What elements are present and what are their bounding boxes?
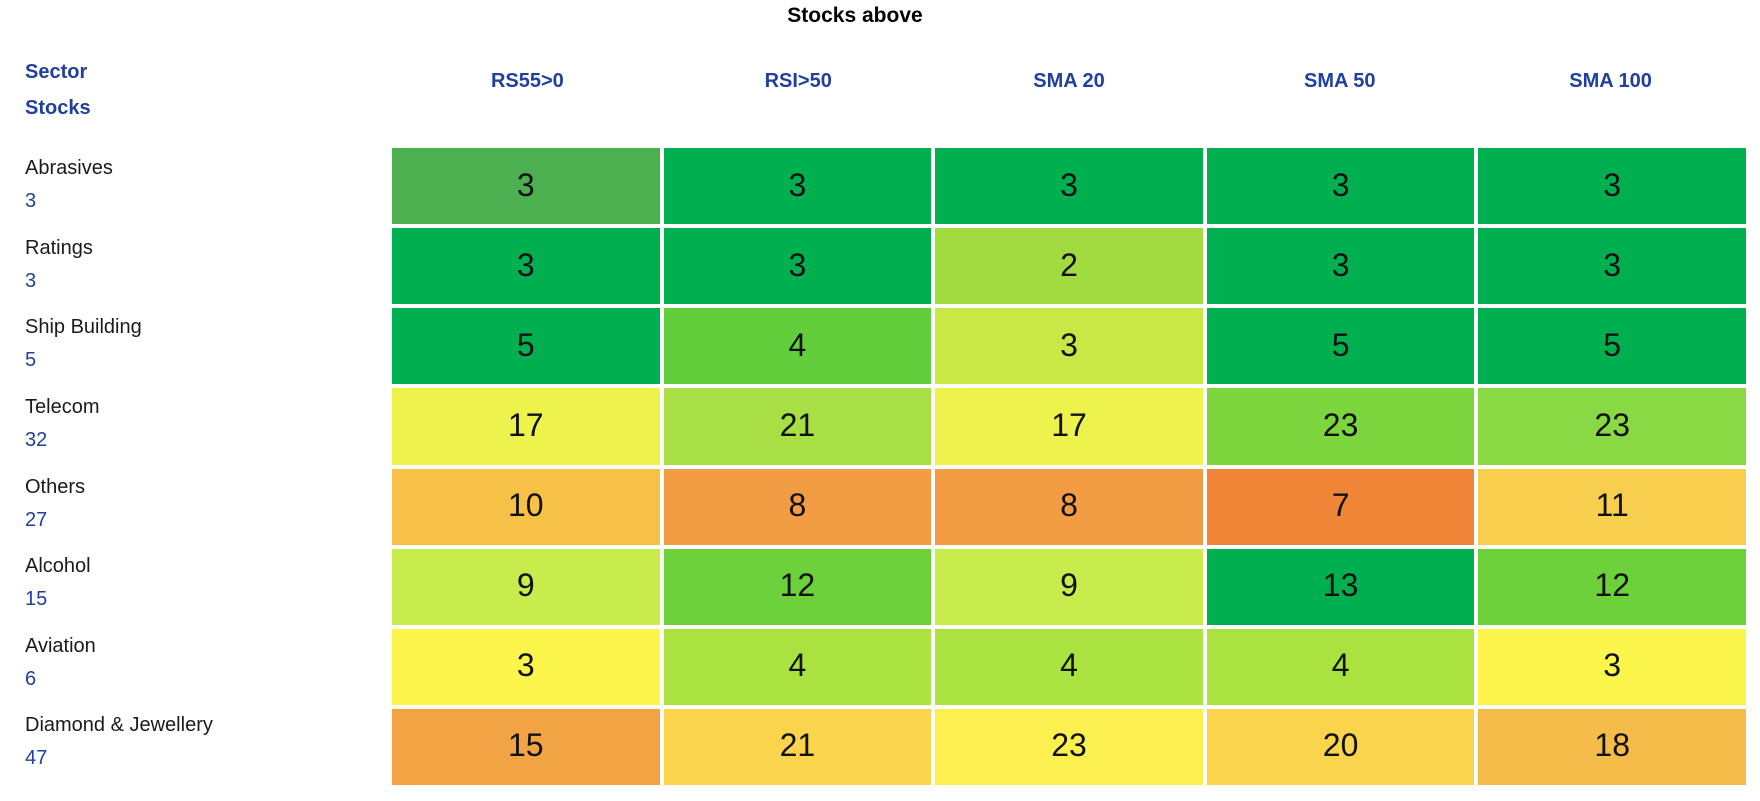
sector-stock-count: 6 bbox=[25, 667, 37, 690]
heatmap-cell[interactable]: 9 bbox=[933, 546, 1205, 627]
heatmap-cell[interactable]: 4 bbox=[661, 306, 934, 387]
heatmap-cell[interactable]: 15 bbox=[390, 706, 662, 787]
heatmap-cell[interactable]: 21 bbox=[661, 706, 934, 787]
heatmap-cell[interactable]: 5 bbox=[1476, 306, 1748, 387]
sector-stock-count: 47 bbox=[25, 747, 48, 770]
heatmap-cell[interactable]: 8 bbox=[933, 466, 1205, 547]
heatmap-cell[interactable]: 3 bbox=[1476, 226, 1748, 307]
row-label: Alcohol 15 bbox=[25, 548, 385, 628]
heatmap-cell[interactable]: 8 bbox=[661, 466, 934, 547]
sector-stock-count: 27 bbox=[25, 508, 48, 531]
page-title: Stocks above bbox=[787, 4, 923, 27]
heatmap-cell[interactable]: 4 bbox=[1204, 626, 1477, 707]
column-header-sma-100[interactable]: SMA 100 bbox=[1569, 70, 1652, 92]
sector-name: Ship Building bbox=[25, 316, 142, 339]
heatmap-cell[interactable]: 10 bbox=[390, 466, 662, 547]
heatmap-cell[interactable]: 3 bbox=[1204, 146, 1477, 227]
sector-stock-count: 5 bbox=[25, 349, 37, 372]
corner-header-stocks: Stocks bbox=[25, 97, 91, 119]
column-headers-row: RS55>0 RSI>50 SMA 20 SMA 50 SMA 100 bbox=[392, 70, 1746, 93]
heatmap-cell[interactable]: 23 bbox=[1476, 386, 1748, 467]
sector-name: Abrasives bbox=[25, 157, 113, 179]
heatmap-cell[interactable]: 3 bbox=[390, 146, 662, 227]
row-label: Others 27 bbox=[25, 469, 385, 549]
heatmap-cell[interactable]: 2 bbox=[933, 226, 1205, 307]
heatmap-cell[interactable]: 11 bbox=[1476, 466, 1748, 547]
column-header-sma-20[interactable]: SMA 20 bbox=[1033, 70, 1105, 92]
row-label: Diamond & Jewellery 47 bbox=[25, 707, 385, 787]
heatmap-cell[interactable]: 12 bbox=[1476, 546, 1748, 627]
sector-stock-count: 32 bbox=[25, 428, 48, 451]
heatmap-cell[interactable]: 3 bbox=[390, 226, 662, 307]
heatmap-cell[interactable]: 23 bbox=[1204, 386, 1477, 467]
heatmap-cell[interactable]: 3 bbox=[661, 226, 934, 307]
heatmap-cell[interactable]: 4 bbox=[661, 626, 934, 707]
heatmap-cell[interactable]: 3 bbox=[1476, 626, 1748, 707]
heatmap-cell[interactable]: 13 bbox=[1204, 546, 1477, 627]
row-label: Abrasives 3 bbox=[25, 150, 385, 230]
heatmap-cell[interactable]: 3 bbox=[390, 626, 662, 707]
sector-name: Aviation bbox=[25, 634, 96, 657]
heatmap-cell[interactable]: 17 bbox=[390, 386, 662, 467]
heatmap-cell[interactable]: 7 bbox=[1204, 466, 1477, 547]
sector-name: Telecom bbox=[25, 395, 100, 418]
heatmap-cell[interactable]: 5 bbox=[1204, 306, 1477, 387]
heatmap-cell[interactable]: 23 bbox=[933, 706, 1205, 787]
heatmap-cell[interactable]: 3 bbox=[661, 146, 934, 227]
heatmap-cell[interactable]: 3 bbox=[933, 306, 1205, 387]
row-label: Ship Building 5 bbox=[25, 309, 385, 389]
heatmap-cell[interactable]: 3 bbox=[1476, 146, 1748, 227]
heatmap-cell[interactable]: 3 bbox=[933, 146, 1205, 227]
corner-header-sector: Sector bbox=[25, 61, 88, 83]
row-labels-column: Abrasives 3 Ratings 3 Ship Building 5 Telecom 3… bbox=[25, 150, 385, 787]
heatmap-cell[interactable]: 9 bbox=[390, 546, 662, 627]
heatmap-cell[interactable]: 20 bbox=[1204, 706, 1477, 787]
row-label: Ratings 3 bbox=[25, 230, 385, 310]
heatmap-cell[interactable]: 12 bbox=[661, 546, 934, 627]
heatmap-cell[interactable]: 3 bbox=[1204, 226, 1477, 307]
column-header-rs55-0[interactable]: RS55>0 bbox=[490, 70, 564, 92]
sector-name: Others bbox=[25, 475, 86, 498]
heatmap-grid: 3 3 3 3 3 3 3 2 3 3 5 4 3 5 5 17 21 17 23 23 10 8 8 7 11 9 12 9 13 12… bbox=[390, 146, 1748, 787]
sector-stock-count: 3 bbox=[25, 190, 37, 212]
corner-header: Sector Stocks bbox=[25, 54, 91, 126]
column-header-rsi-50[interactable]: RSI>50 bbox=[764, 70, 832, 92]
row-label: Aviation 6 bbox=[25, 628, 385, 708]
sector-name: Alcohol bbox=[25, 555, 91, 578]
heatmap-cell[interactable]: 5 bbox=[390, 306, 662, 387]
row-label: Telecom 32 bbox=[25, 389, 385, 469]
heatmap-cell[interactable]: 18 bbox=[1476, 706, 1748, 787]
heatmap-cell[interactable]: 4 bbox=[933, 626, 1205, 707]
sector-stock-count: 3 bbox=[25, 269, 37, 292]
sector-name: Diamond & Jewellery bbox=[25, 714, 213, 737]
column-header-sma-50[interactable]: SMA 50 bbox=[1304, 70, 1376, 92]
sector-name: Ratings bbox=[25, 236, 93, 259]
heatmap-cell[interactable]: 21 bbox=[661, 386, 934, 467]
sector-stock-count: 15 bbox=[25, 588, 48, 611]
heatmap-cell[interactable]: 17 bbox=[933, 386, 1205, 467]
